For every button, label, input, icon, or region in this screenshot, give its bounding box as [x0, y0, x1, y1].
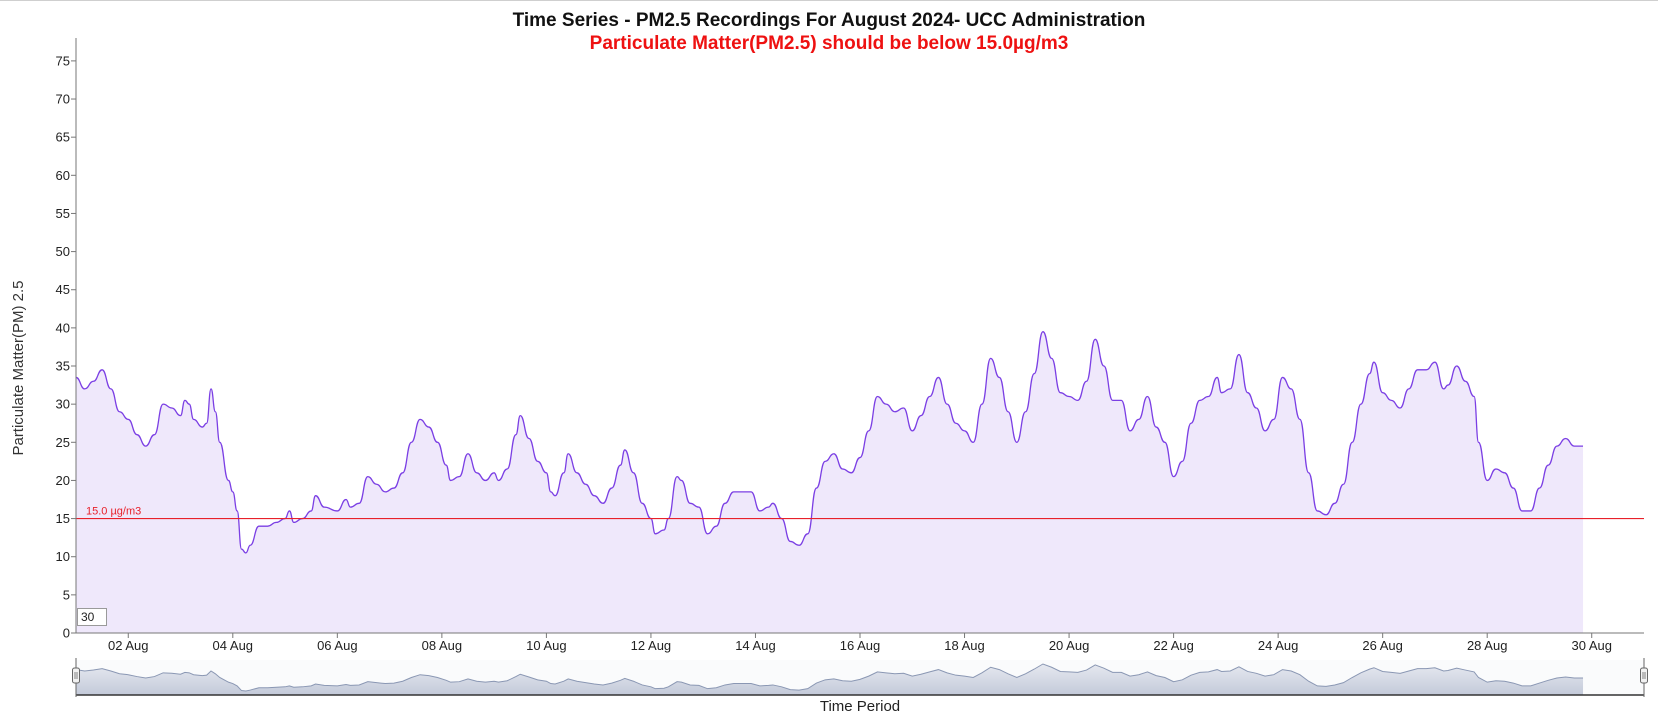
handle-grip	[72, 667, 80, 684]
navigator-left-handle[interactable]	[72, 658, 80, 697]
x-tick-label: 04 Aug	[213, 638, 254, 653]
navigator-right-handle[interactable]	[1640, 658, 1648, 697]
x-tick-label: 22 Aug	[1153, 638, 1194, 653]
y-axis-ticks: 0 5 10 15 20 25 30 35 40 45 50 55 60 65 70 75	[56, 53, 76, 641]
x-tick-label: 24 Aug	[1258, 638, 1299, 653]
threshold-label: 15.0 µg/m3	[86, 506, 141, 518]
y-tick-label: 70	[56, 92, 70, 107]
pm25-area-fill	[76, 331, 1584, 633]
y-tick-label: 10	[56, 549, 70, 564]
y-tick-label: 75	[56, 53, 70, 68]
y-tick-label: 55	[56, 206, 70, 221]
y-tick-label: 30	[56, 397, 70, 412]
top-border	[0, 0, 1658, 1]
y-tick-label: 60	[56, 168, 70, 183]
range-navigator[interactable]	[72, 658, 1648, 697]
navigator-line	[75, 663, 1584, 692]
chart-subtitle: Particulate Matter(PM2.5) should be belo…	[589, 33, 1069, 54]
handle-grip	[1640, 667, 1648, 684]
window-size-input[interactable]	[77, 608, 107, 626]
x-axis-ticks: 02 Aug 04 Aug 06 Aug 08 Aug 10 Aug 12 Aug 14 A…	[108, 633, 1612, 653]
y-tick-label: 45	[56, 282, 70, 297]
x-tick-label: 14 Aug	[735, 638, 776, 653]
y-tick-label: 15	[56, 511, 70, 526]
y-tick-label: 50	[56, 244, 70, 259]
y-tick-label: 25	[56, 435, 70, 450]
x-tick-label: 08 Aug	[422, 638, 463, 653]
x-tick-label: 16 Aug	[840, 638, 881, 653]
y-tick-label: 5	[63, 587, 70, 602]
x-tick-label: 18 Aug	[944, 638, 985, 653]
y-tick-label: 40	[56, 320, 70, 335]
y-tick-label: 65	[56, 130, 70, 145]
x-tick-label: 10 Aug	[526, 638, 567, 653]
x-tick-label: 26 Aug	[1362, 638, 1403, 653]
x-axis-label: Time Period	[820, 698, 900, 715]
chart-title: Time Series - PM2.5 Recordings For Augus…	[512, 10, 1146, 31]
y-tick-label: 20	[56, 473, 70, 488]
y-tick-label: 35	[56, 359, 70, 374]
x-tick-label: 20 Aug	[1049, 638, 1090, 653]
x-tick-label: 12 Aug	[631, 638, 672, 653]
y-tick-label: 0	[63, 626, 70, 641]
x-tick-label: 30 Aug	[1571, 638, 1612, 653]
y-axis-label: Particulate Matter(PM) 2.5	[10, 280, 27, 455]
x-tick-label: 02 Aug	[108, 638, 149, 653]
x-tick-label: 28 Aug	[1467, 638, 1508, 653]
x-tick-label: 06 Aug	[317, 638, 358, 653]
